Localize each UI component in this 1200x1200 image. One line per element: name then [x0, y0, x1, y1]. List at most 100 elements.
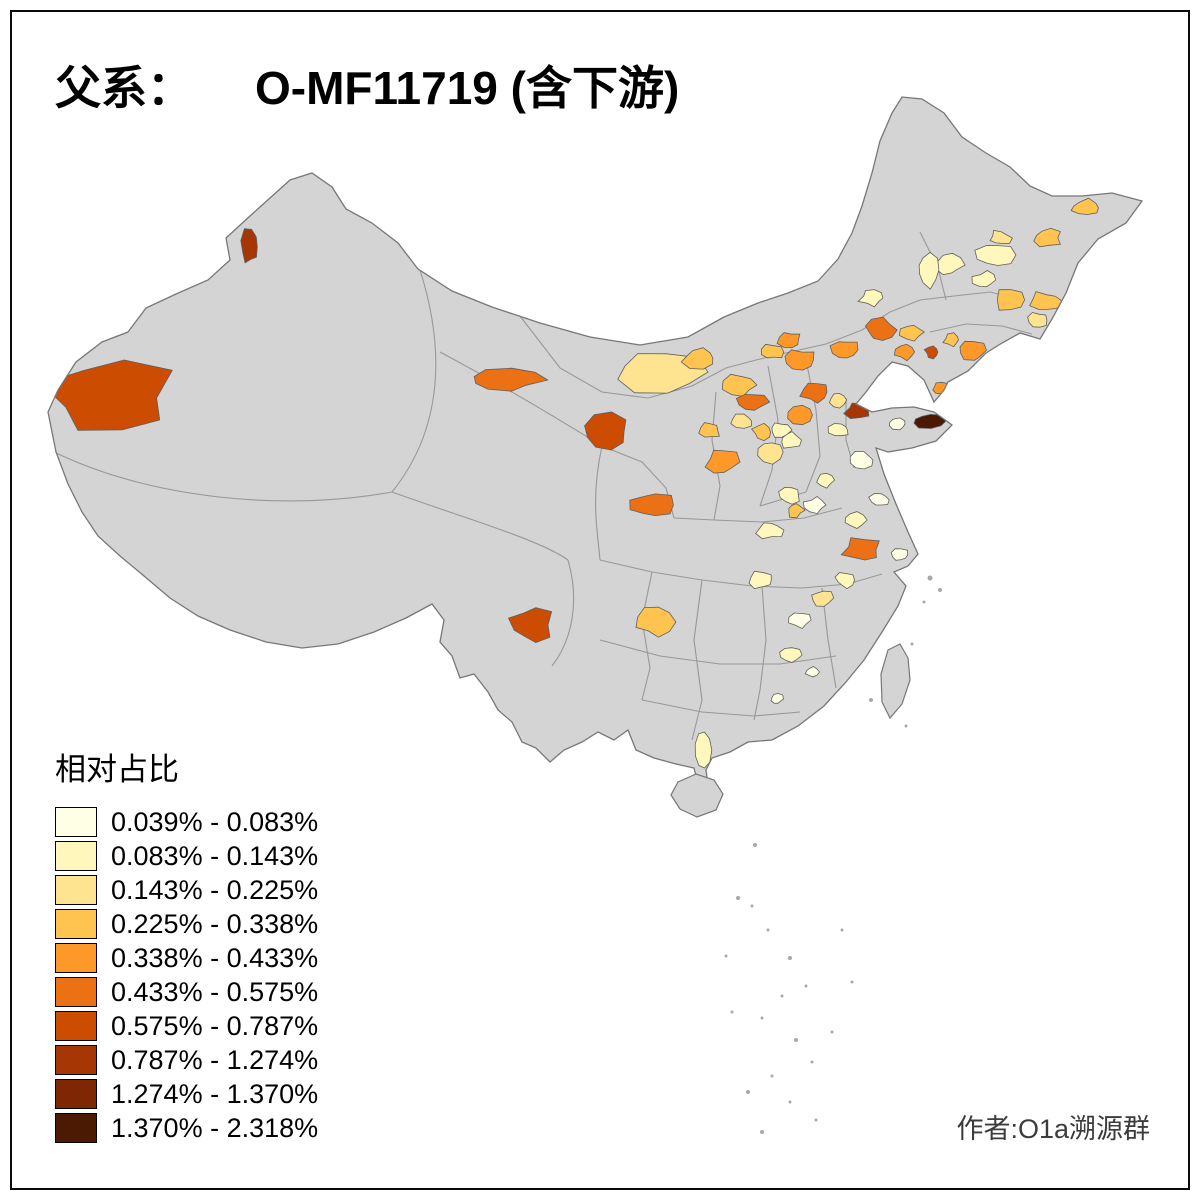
map-region — [635, 606, 677, 638]
map-region — [704, 449, 741, 474]
map-region — [811, 590, 835, 607]
map-region — [507, 607, 553, 644]
map-region — [802, 496, 827, 515]
legend-label: 0.338% - 0.433% — [111, 942, 319, 973]
hainan-island — [670, 773, 724, 818]
map-region — [890, 548, 909, 561]
legend-row: 0.787% - 1.274% — [55, 1045, 318, 1075]
map-region — [788, 612, 812, 629]
map-region — [760, 343, 785, 359]
title-main: O-MF11719 (含下游) — [255, 62, 680, 114]
map-region — [857, 289, 884, 308]
map-region — [1033, 227, 1061, 248]
legend-label: 0.083% - 0.143% — [111, 840, 319, 871]
legend-row: 0.143% - 0.225% — [55, 875, 318, 905]
legend-swatch — [55, 1011, 97, 1041]
map-region — [923, 345, 939, 360]
map-region — [755, 522, 785, 540]
legend-swatch — [55, 875, 97, 905]
legend-row: 0.338% - 0.433% — [55, 943, 318, 973]
map-region — [959, 340, 987, 361]
legend-label: 1.274% - 1.370% — [111, 1078, 319, 1109]
legend-row: 1.274% - 1.370% — [55, 1079, 318, 1109]
legend-swatch — [55, 909, 97, 939]
legend-swatch — [55, 1113, 97, 1143]
legend-label: 0.039% - 0.083% — [111, 806, 319, 837]
map-region — [240, 228, 258, 264]
map-region — [694, 731, 713, 769]
map-region — [799, 382, 828, 404]
map-region — [698, 422, 720, 438]
map-region — [757, 442, 784, 465]
legend-row: 0.039% - 0.083% — [55, 807, 318, 837]
legend-label: 1.370% - 2.318% — [111, 1112, 319, 1143]
map-region — [781, 431, 802, 449]
map-region — [974, 245, 1017, 266]
legend-row: 0.433% - 0.575% — [55, 977, 318, 1007]
map-region — [748, 570, 772, 590]
map-region — [778, 487, 800, 505]
map-region — [584, 411, 627, 451]
map-region — [918, 251, 940, 290]
map-region — [730, 413, 752, 429]
map-region — [989, 229, 1013, 244]
map-region — [784, 349, 815, 371]
legend-swatch — [55, 943, 97, 973]
legend-swatch — [55, 841, 97, 871]
legend-row: 0.575% - 0.787% — [55, 1011, 318, 1041]
map-region — [1070, 197, 1099, 215]
map-region — [788, 503, 806, 519]
map-region — [816, 472, 836, 489]
map-region — [1029, 291, 1065, 310]
legend-swatch — [55, 1045, 97, 1075]
map-region — [849, 450, 874, 470]
map-region — [888, 417, 906, 431]
map-region — [865, 316, 898, 341]
legend: 相对占比 0.039% - 0.083% 0.083% - 0.143% 0.143… — [55, 744, 318, 1147]
map-region — [997, 289, 1026, 311]
legend-entries: 0.039% - 0.083% 0.083% - 0.143% 0.143% - 0… — [55, 807, 318, 1143]
south-china-sea-islands — [724, 575, 942, 1134]
map-region — [787, 404, 813, 426]
legend-row: 1.370% - 2.318% — [55, 1113, 318, 1143]
legend-label: 0.575% - 0.787% — [111, 1010, 319, 1041]
map-region — [1027, 311, 1048, 328]
colored-regions — [48, 197, 1099, 769]
map-region — [735, 393, 771, 411]
map-region — [680, 347, 714, 370]
map-region — [629, 493, 674, 517]
legend-title: 相对占比 — [55, 752, 179, 787]
map-region — [829, 341, 859, 359]
map-region — [770, 693, 784, 704]
legend-label: 0.787% - 1.274% — [111, 1044, 319, 1075]
legend-label: 0.225% - 0.338% — [111, 908, 319, 939]
map-region — [840, 537, 880, 561]
map-region — [971, 270, 997, 288]
map-region — [898, 324, 926, 342]
page-title: 父系： O-MF11719 (含下游) — [55, 52, 679, 118]
map-region — [868, 493, 890, 506]
legend-swatch — [55, 977, 97, 1007]
map-region — [893, 343, 916, 362]
title-prefix: 父系： — [55, 62, 193, 114]
author-credit: 作者:O1a溯源群 — [956, 1114, 1150, 1144]
legend-swatch — [55, 807, 97, 837]
mainland-outline — [47, 96, 1144, 787]
map-region — [804, 666, 821, 678]
map-region — [942, 332, 959, 348]
taiwan-island — [880, 643, 911, 720]
map-region — [473, 367, 549, 392]
map-region — [834, 572, 855, 590]
map-region — [779, 647, 803, 663]
map-region — [844, 511, 868, 529]
legend-swatch — [55, 1079, 97, 1109]
legend-label: 0.143% - 0.225% — [111, 874, 319, 905]
legend-row: 0.225% - 0.338% — [55, 909, 318, 939]
map-region — [827, 422, 849, 437]
map-region — [771, 422, 793, 438]
map-region — [750, 422, 772, 442]
map-region — [828, 392, 848, 409]
legend-label: 0.433% - 0.575% — [111, 976, 319, 1007]
